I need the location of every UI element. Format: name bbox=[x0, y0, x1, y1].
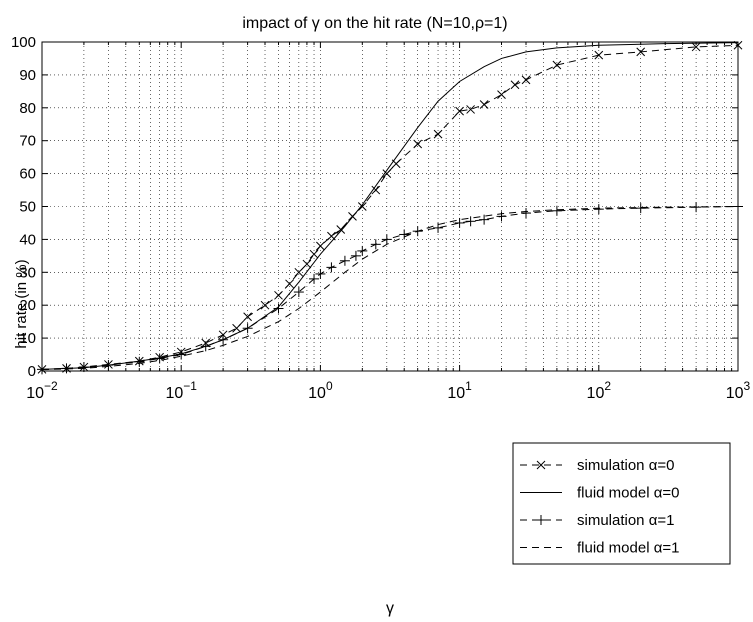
data-point bbox=[413, 139, 423, 149]
y-tick-label: 100 bbox=[11, 34, 36, 51]
legend-entry: fluid model α=0 bbox=[520, 485, 679, 502]
x-tick-label: 103 bbox=[726, 379, 751, 402]
data-point bbox=[497, 90, 506, 99]
y-tick-label: 10 bbox=[19, 330, 36, 347]
data-point bbox=[326, 262, 337, 273]
legend-box bbox=[512, 442, 731, 565]
x-tick-label: 102 bbox=[587, 379, 612, 402]
data-point bbox=[433, 129, 443, 139]
data-point bbox=[691, 42, 701, 52]
data-point bbox=[316, 241, 325, 251]
y-tick-label: 70 bbox=[19, 133, 36, 150]
legend-marker bbox=[536, 460, 546, 470]
data-point bbox=[636, 47, 646, 57]
data-point bbox=[594, 50, 604, 60]
series-line bbox=[41, 206, 739, 371]
data-point bbox=[454, 217, 465, 228]
data-point bbox=[154, 353, 165, 364]
data-point bbox=[309, 249, 319, 259]
legend-entry: fluid model α=1 bbox=[520, 540, 679, 557]
data-point bbox=[521, 208, 532, 219]
data-point bbox=[260, 300, 270, 310]
data-point bbox=[274, 290, 283, 300]
data-point bbox=[243, 312, 252, 322]
data-point bbox=[200, 341, 211, 352]
x-tick-label: 100 bbox=[308, 379, 333, 402]
legend-entry: simulation α=1 bbox=[520, 512, 674, 529]
chart-title: impact of γ on the hit rate (N=10,ρ=1) bbox=[242, 15, 507, 32]
data-point bbox=[552, 60, 562, 70]
data-point bbox=[381, 234, 392, 245]
data-point bbox=[593, 204, 604, 215]
data-point bbox=[273, 303, 284, 314]
data-point bbox=[455, 106, 464, 116]
data-point bbox=[382, 169, 392, 178]
data-point bbox=[370, 239, 381, 250]
y-axis-label: hit rate (in %) bbox=[13, 259, 30, 348]
data-point bbox=[399, 229, 410, 240]
data-point bbox=[466, 105, 475, 114]
data-point bbox=[339, 255, 350, 266]
data-point bbox=[218, 334, 229, 345]
y-tick-label: 50 bbox=[19, 199, 36, 216]
data-point bbox=[357, 202, 367, 211]
data-point bbox=[285, 279, 294, 289]
axis-ticks: 0 10 20 30 40 50 60 70 80 90 100 10−2 10−1 100 101 102 1… bbox=[11, 34, 751, 402]
series-line bbox=[41, 44, 739, 370]
data-point bbox=[232, 323, 241, 333]
x-tick-label: 10−1 bbox=[165, 379, 197, 402]
series-3 bbox=[41, 206, 739, 371]
y-tick-label: 0 bbox=[28, 363, 36, 380]
data-point bbox=[635, 203, 646, 214]
legend-marker bbox=[536, 515, 546, 525]
data-point bbox=[551, 205, 562, 216]
data-point bbox=[302, 259, 312, 269]
x-axis-label: γ bbox=[386, 600, 394, 617]
legend: simulation α=0 fluid model α=0 simulation … bbox=[512, 442, 731, 565]
data-point bbox=[176, 349, 187, 360]
data-point bbox=[309, 273, 320, 284]
x-tick-label: 101 bbox=[447, 379, 472, 402]
data-point bbox=[479, 214, 490, 225]
y-tick-label: 40 bbox=[19, 231, 36, 248]
data-point bbox=[357, 245, 368, 256]
data-point bbox=[465, 216, 476, 227]
legend-label: simulation α=1 bbox=[577, 512, 674, 529]
y-tick-label: 80 bbox=[19, 100, 36, 117]
data-point bbox=[134, 356, 145, 367]
data-point bbox=[496, 211, 507, 222]
data-point bbox=[336, 225, 346, 234]
data-point bbox=[521, 75, 531, 85]
data-point bbox=[510, 80, 520, 90]
y-tick-label: 20 bbox=[19, 297, 36, 314]
series-layer bbox=[37, 40, 743, 375]
legend-entry: simulation α=0 bbox=[520, 457, 674, 474]
legend-label: simulation α=0 bbox=[577, 457, 674, 474]
data-point bbox=[479, 100, 489, 109]
data-point bbox=[294, 267, 304, 277]
legend-label: fluid model α=0 bbox=[577, 485, 679, 502]
y-tick-label: 60 bbox=[19, 166, 36, 183]
y-tick-label: 90 bbox=[19, 67, 36, 84]
data-point bbox=[433, 222, 444, 233]
data-point bbox=[315, 268, 326, 279]
data-point bbox=[371, 185, 381, 195]
y-tick-label: 30 bbox=[19, 264, 36, 281]
data-point bbox=[293, 287, 304, 298]
x-tick-label: 10−2 bbox=[26, 379, 58, 402]
legend-label: fluid model α=1 bbox=[577, 540, 679, 557]
data-point bbox=[350, 250, 361, 261]
data-point bbox=[242, 323, 253, 334]
